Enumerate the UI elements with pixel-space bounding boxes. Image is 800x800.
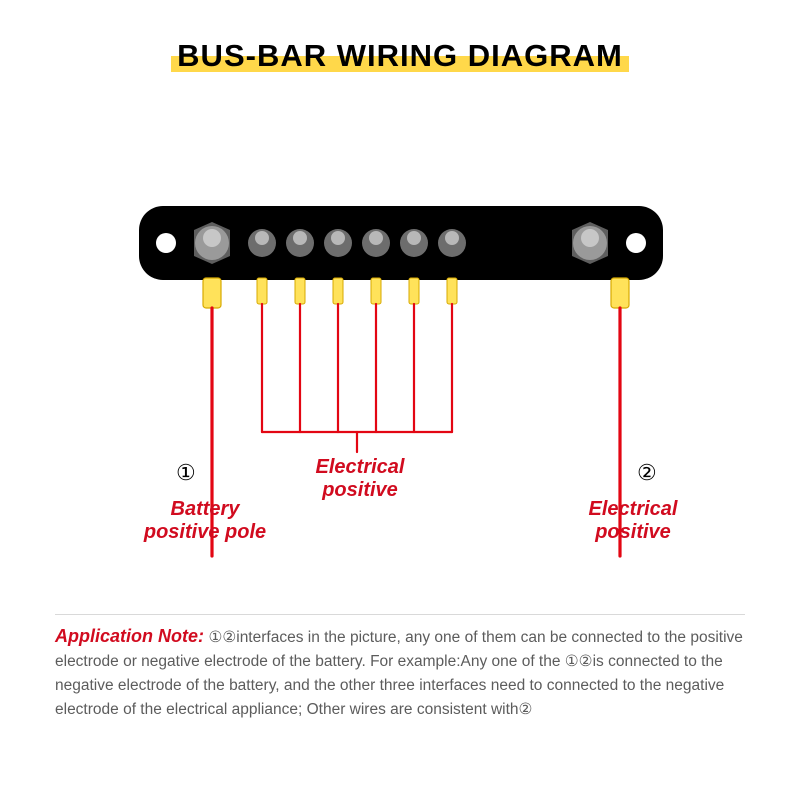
page-title: BUS-BAR WIRING DIAGRAM bbox=[177, 38, 623, 73]
label-electrical-center: Electrical positive bbox=[300, 456, 420, 502]
terminal-number-1: ① bbox=[176, 460, 196, 486]
application-note: Application Note: ①②interfaces in the pi… bbox=[55, 626, 745, 722]
label-battery-positive: Battery positive pole bbox=[115, 498, 295, 544]
note-title: Application Note: bbox=[55, 626, 204, 646]
label-electrical-right: Electrical positive bbox=[568, 498, 698, 544]
divider-line bbox=[55, 614, 745, 615]
busbar-body bbox=[139, 206, 663, 280]
page-title-wrap: BUS-BAR WIRING DIAGRAM bbox=[0, 38, 800, 74]
terminal-number-2: ② bbox=[637, 460, 657, 486]
